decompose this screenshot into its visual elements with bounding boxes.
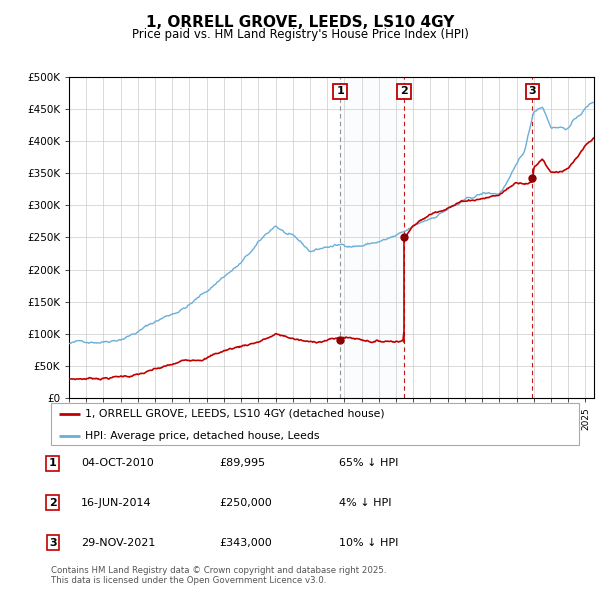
Text: 4% ↓ HPI: 4% ↓ HPI — [339, 498, 391, 507]
Text: HPI: Average price, detached house, Leeds: HPI: Average price, detached house, Leed… — [85, 431, 320, 441]
Text: £343,000: £343,000 — [219, 538, 272, 548]
Text: 1: 1 — [49, 458, 56, 468]
Text: 3: 3 — [529, 86, 536, 96]
Text: 3: 3 — [49, 538, 56, 548]
Text: 2: 2 — [400, 86, 408, 96]
Text: 29-NOV-2021: 29-NOV-2021 — [81, 538, 155, 548]
Text: £89,995: £89,995 — [219, 458, 265, 468]
Text: 04-OCT-2010: 04-OCT-2010 — [81, 458, 154, 468]
Text: 16-JUN-2014: 16-JUN-2014 — [81, 498, 152, 507]
Bar — [340, 77, 404, 398]
Text: Contains HM Land Registry data © Crown copyright and database right 2025.
This d: Contains HM Land Registry data © Crown c… — [51, 566, 386, 585]
Text: 65% ↓ HPI: 65% ↓ HPI — [339, 458, 398, 468]
Text: 10% ↓ HPI: 10% ↓ HPI — [339, 538, 398, 548]
Text: 2: 2 — [49, 498, 56, 507]
Text: 1: 1 — [336, 86, 344, 96]
Text: 1, ORRELL GROVE, LEEDS, LS10 4GY (detached house): 1, ORRELL GROVE, LEEDS, LS10 4GY (detach… — [85, 409, 385, 418]
Text: Price paid vs. HM Land Registry's House Price Index (HPI): Price paid vs. HM Land Registry's House … — [131, 28, 469, 41]
Text: 1, ORRELL GROVE, LEEDS, LS10 4GY: 1, ORRELL GROVE, LEEDS, LS10 4GY — [146, 15, 454, 30]
Text: £250,000: £250,000 — [219, 498, 272, 507]
